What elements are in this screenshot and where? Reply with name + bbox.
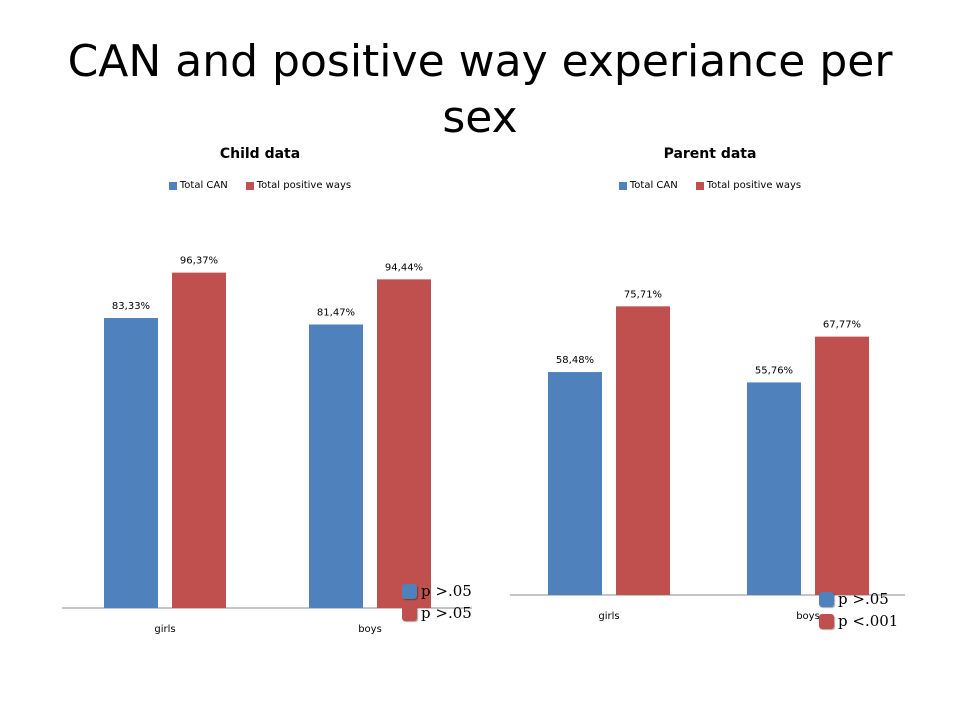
legend-item-total-can: Total CAN [618, 180, 678, 191]
red-square-icon [819, 613, 834, 629]
red-square-icon [402, 605, 417, 621]
chart-title: Child data [219, 146, 301, 162]
p-value-can: p >.05 [838, 590, 889, 608]
legend-item-total-positive: Total positive ways [695, 180, 802, 191]
legend-label: Total CAN [179, 180, 228, 191]
legend-label: Total CAN [629, 180, 678, 191]
x-tick-label: boys [358, 624, 382, 635]
data-label: 83,33% [112, 301, 150, 312]
data-label: 58,48% [556, 355, 594, 366]
bar-total-positive-ways-boys [377, 279, 431, 608]
chart-legend: Total CAN Total positive ways [505, 180, 915, 191]
chart-legend: Total CAN Total positive ways [40, 180, 480, 191]
child-data-chart: Child data Total CAN Total positive ways… [40, 140, 480, 650]
p-value-key: p >.05 p <.001 [819, 588, 898, 632]
bar-total-positive-ways-girls [616, 306, 670, 595]
data-label: 81,47% [317, 307, 355, 318]
legend-swatch-total-positive [245, 181, 254, 190]
p-value-row: p >.05 [402, 602, 472, 624]
data-label: 75,71% [624, 289, 662, 300]
p-value-positive: p >.05 [421, 604, 472, 622]
p-value-row: p >.05 [402, 580, 472, 602]
parent-bar-plot: 58,48% 75,71% girls 55,76% 67,77% boys [510, 289, 905, 622]
legend-label: Total positive ways [706, 180, 802, 191]
bar-total-positive-ways-boys [815, 336, 869, 595]
bar-total-can-girls [104, 318, 158, 608]
x-tick-label: boys [796, 611, 820, 622]
child-bar-plot: 83,33% 96,37% girls 81,47% 94,44% boys [62, 256, 472, 635]
bar-total-positive-ways-girls [172, 272, 226, 608]
blue-square-icon [819, 591, 834, 607]
legend-swatch-total-can [168, 181, 177, 190]
parent-data-chart: Parent data Total CAN Total positive way… [505, 140, 915, 650]
p-value-can: p >.05 [421, 582, 472, 600]
bar-total-can-boys [747, 382, 801, 595]
bar-total-can-boys [309, 324, 363, 608]
legend-item-total-positive: Total positive ways [245, 180, 352, 191]
legend-item-total-can: Total CAN [168, 180, 228, 191]
data-label: 55,76% [755, 365, 793, 376]
slide-title: CAN and positive way experiance per sex [67, 36, 893, 143]
p-value-row: p >.05 [819, 588, 898, 610]
data-label: 96,37% [180, 256, 218, 267]
chart-title: Parent data [663, 146, 757, 162]
blue-square-icon [402, 583, 417, 599]
p-value-row: p <.001 [819, 610, 898, 632]
legend-swatch-total-can [618, 181, 627, 190]
x-tick-label: girls [154, 624, 175, 635]
bar-total-can-girls [548, 372, 602, 595]
x-tick-label: girls [598, 611, 619, 622]
legend-swatch-total-positive [695, 181, 704, 190]
p-value-positive: p <.001 [838, 612, 899, 630]
p-value-key: p >.05 p >.05 [402, 580, 472, 624]
data-label: 94,44% [385, 262, 423, 273]
legend-label: Total positive ways [256, 180, 352, 191]
data-label: 67,77% [823, 320, 861, 331]
